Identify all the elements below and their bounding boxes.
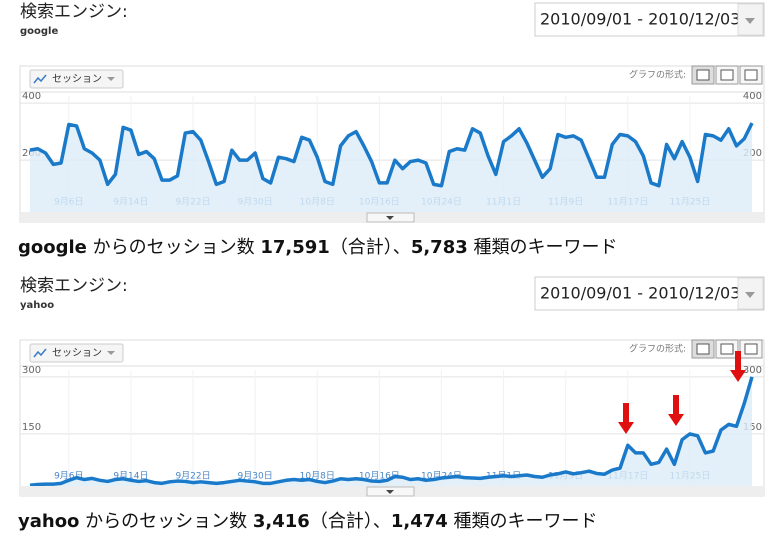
date-box <box>534 276 765 311</box>
button-icon <box>696 343 710 355</box>
date-range: 2010/09/01 - 2010/12/03 <box>540 284 740 303</box>
metric-arrow <box>107 77 115 81</box>
summary-source: google <box>18 237 87 258</box>
graph-format-label: グラフの形式: <box>629 69 686 81</box>
button-icon <box>720 69 734 81</box>
panel: 検索エンジン: google 2010/09/01 - 2010/12/03 セッショ… <box>18 2 765 258</box>
date-dropdown <box>737 277 764 310</box>
line <box>29 122 754 188</box>
summary-text2: （合計）、 <box>330 237 411 258</box>
dropdown-arrow <box>745 292 755 298</box>
plot: 150 150 300 300 9月6日 9月14日 9月22日 9月30日 10月8日 10月1… <box>20 365 764 487</box>
button-icon <box>744 343 758 355</box>
area <box>30 376 752 486</box>
y-tick-label-right: 150 <box>743 422 762 433</box>
x-tick-label: 10月8日 <box>300 471 335 482</box>
graph-format-button[interactable] <box>715 65 739 85</box>
metric-box <box>29 69 124 89</box>
metric-icon <box>33 74 47 84</box>
summary-keywords: 5,783 <box>411 237 468 258</box>
metric-dropdown[interactable]: セッション <box>29 69 124 89</box>
x-tick-label: 9月22日 <box>175 471 210 482</box>
summary-source: yahoo <box>18 511 79 532</box>
summary: yahoo からのセッション数 3,416（合計）、1,474 種類のキーワード <box>18 511 598 532</box>
summary-text3: 種類のキーワード <box>448 511 598 532</box>
graph-format-button[interactable] <box>691 339 715 359</box>
graph-format-button[interactable] <box>715 339 739 359</box>
summary-sessions: 3,416 <box>253 511 310 532</box>
metric-arrow <box>107 351 115 355</box>
date-picker[interactable]: 2010/09/01 - 2010/12/03 <box>534 276 765 311</box>
y-tick-label-right: 200 <box>743 148 762 159</box>
button-icon <box>744 69 758 81</box>
summary-text2: （合計）、 <box>310 511 391 532</box>
metric-icon <box>33 348 47 358</box>
handle-arrow <box>386 216 394 220</box>
y-tick-label: 400 <box>22 91 41 102</box>
graph-format-button[interactable] <box>739 65 763 85</box>
plot: 2002004004009月6日9月14日9月22日9月30日10月8日10月1… <box>20 91 764 212</box>
summary: google からのセッション数 17,591（合計）、5,783 種類のキーワ… <box>18 237 617 258</box>
area <box>30 123 752 212</box>
metric-box <box>29 343 124 363</box>
source: yahoo <box>20 300 54 311</box>
y-tick-label: 150 <box>22 422 41 433</box>
handle-arrow <box>386 490 394 494</box>
metric-dropdown[interactable]: セッション <box>29 343 124 363</box>
graph-format-button[interactable] <box>691 65 715 85</box>
source: google <box>20 26 58 37</box>
button-icon <box>696 69 710 81</box>
y-tick-label: 300 <box>22 365 41 376</box>
heading: 検索エンジン: <box>20 2 128 22</box>
date-range: 2010/09/01 - 2010/12/03 <box>540 10 740 29</box>
dropdown-arrow <box>745 18 755 24</box>
metric-label: セッション <box>52 73 102 85</box>
graph-format-button[interactable] <box>739 339 763 359</box>
date-picker[interactable]: 2010/09/01 - 2010/12/03 <box>534 2 765 37</box>
x-tick-label: 10月24日 <box>421 471 462 482</box>
heading: 検索エンジン: <box>20 276 128 296</box>
y-tick-label-right: 300 <box>743 365 762 376</box>
graph-format-label: グラフの形式: <box>629 343 686 355</box>
summary-keywords: 1,474 <box>391 511 448 532</box>
x-tick-label: 9月14日 <box>113 471 148 482</box>
arrows <box>618 351 746 434</box>
line <box>29 376 754 487</box>
button-icon <box>720 343 734 355</box>
summary-text1: からのセッション数 <box>79 511 252 532</box>
date-box <box>534 2 765 37</box>
summary-text1: からのセッション数 <box>87 237 260 258</box>
y-tick-label-right: 400 <box>743 91 762 102</box>
x-tick-label: 9月30日 <box>238 471 273 482</box>
summary-sessions: 17,591 <box>260 237 329 258</box>
metric-label: セッション <box>52 347 102 359</box>
x-tick-label: 9月6日 <box>54 471 83 482</box>
x-tick-label: 10月16日 <box>359 471 400 482</box>
panel: 検索エンジン: yahoo 2010/09/01 - 2010/12/03 セッション… <box>18 276 765 532</box>
summary-text3: 種類のキーワード <box>468 237 618 258</box>
